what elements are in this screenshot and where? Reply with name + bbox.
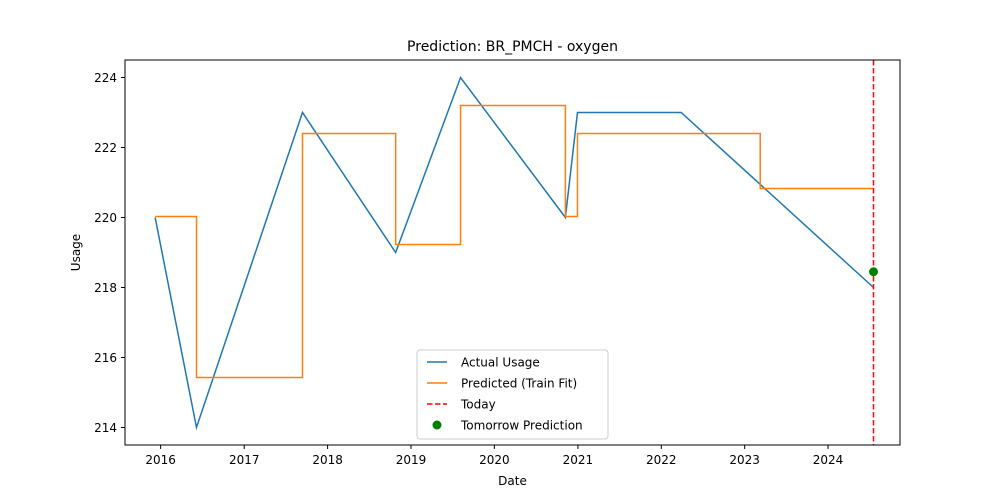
y-tick-label: 214 (94, 421, 117, 435)
x-tick-label: 2020 (479, 453, 510, 467)
x-tick-label: 2018 (312, 453, 343, 467)
y-tick-label: 216 (94, 351, 117, 365)
plot-layer (154, 60, 879, 445)
x-tick-label: 2023 (729, 453, 760, 467)
y-tick-label: 220 (94, 211, 117, 225)
legend-label: Actual Usage (461, 356, 540, 370)
x-tick-label: 2017 (229, 453, 260, 467)
tomorrow-prediction-point (869, 267, 879, 277)
axes-frame (124, 59, 901, 446)
legend-items: Actual Usage Predicted (Train Fit) Today To… (427, 356, 583, 433)
predicted-train-fit-step-line (155, 104, 874, 379)
legend-frame (416, 349, 609, 440)
x-tick-label: 2019 (396, 453, 427, 467)
x-tick-label: 2022 (646, 453, 677, 467)
y-tick-label: 224 (94, 71, 117, 85)
legend-label: Predicted (Train Fit) (461, 377, 577, 391)
actual-usage-line (154, 75, 875, 431)
legend: Actual Usage Predicted (Train Fit) Today To… (416, 349, 609, 440)
y-axis-label: Usage (69, 234, 83, 271)
x-tick-label: 2016 (145, 453, 176, 467)
y-tick-label: 218 (94, 281, 117, 295)
chart-title: Prediction: BR_PMCH - oxygen (407, 39, 618, 55)
x-ticks: 2016 2017 2018 2019 2020 2021 2022 2023 2024 (145, 445, 843, 467)
tomorrow-prediction-legend-marker (432, 420, 442, 430)
x-axis-label: Date (498, 474, 527, 488)
legend-label: Today (460, 398, 496, 412)
x-tick-label: 2021 (563, 453, 594, 467)
y-ticks: 214 216 218 220 222 224 (94, 71, 125, 435)
legend-label: Tomorrow Prediction (460, 419, 583, 433)
x-tick-label: 2024 (813, 453, 844, 467)
y-tick-label: 222 (94, 141, 117, 155)
